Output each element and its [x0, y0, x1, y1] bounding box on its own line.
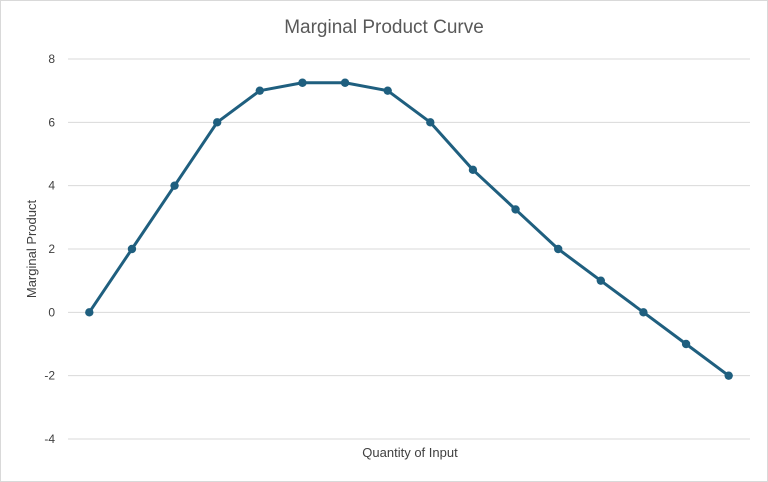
chart-title: Marginal Product Curve: [284, 17, 484, 38]
data-point: [298, 78, 307, 87]
y-axis-tick-labels: -4 -2 0 2 4 6 8: [44, 52, 55, 446]
data-point: [681, 339, 691, 349]
data-point: [724, 371, 733, 380]
data-point: [596, 276, 606, 285]
data-point: [340, 78, 350, 87]
data-point: [511, 205, 520, 214]
y-tick-label: 2: [48, 242, 55, 256]
data-point: [553, 244, 563, 254]
y-axis-title: Marginal Product: [24, 199, 39, 298]
data-point: [639, 308, 648, 317]
data-point: [170, 181, 179, 190]
x-axis-title: Quantity of Input: [362, 445, 458, 460]
y-tick-label: 8: [48, 52, 55, 66]
data-point: [212, 118, 222, 127]
y-tick-label: -4: [44, 432, 55, 446]
data-point: [468, 165, 478, 175]
y-tick-label: 0: [48, 305, 55, 319]
data-point: [255, 86, 265, 95]
y-tick-label: -2: [44, 369, 55, 383]
data-point: [383, 86, 392, 95]
data-point: [127, 244, 137, 254]
y-tick-label: 6: [48, 115, 55, 129]
series-group: [85, 78, 733, 380]
data-point: [426, 118, 435, 127]
data-point: [85, 308, 94, 317]
gridlines: [68, 58, 750, 440]
y-tick-label: 4: [48, 179, 55, 193]
series-line-0: [87, 81, 731, 378]
